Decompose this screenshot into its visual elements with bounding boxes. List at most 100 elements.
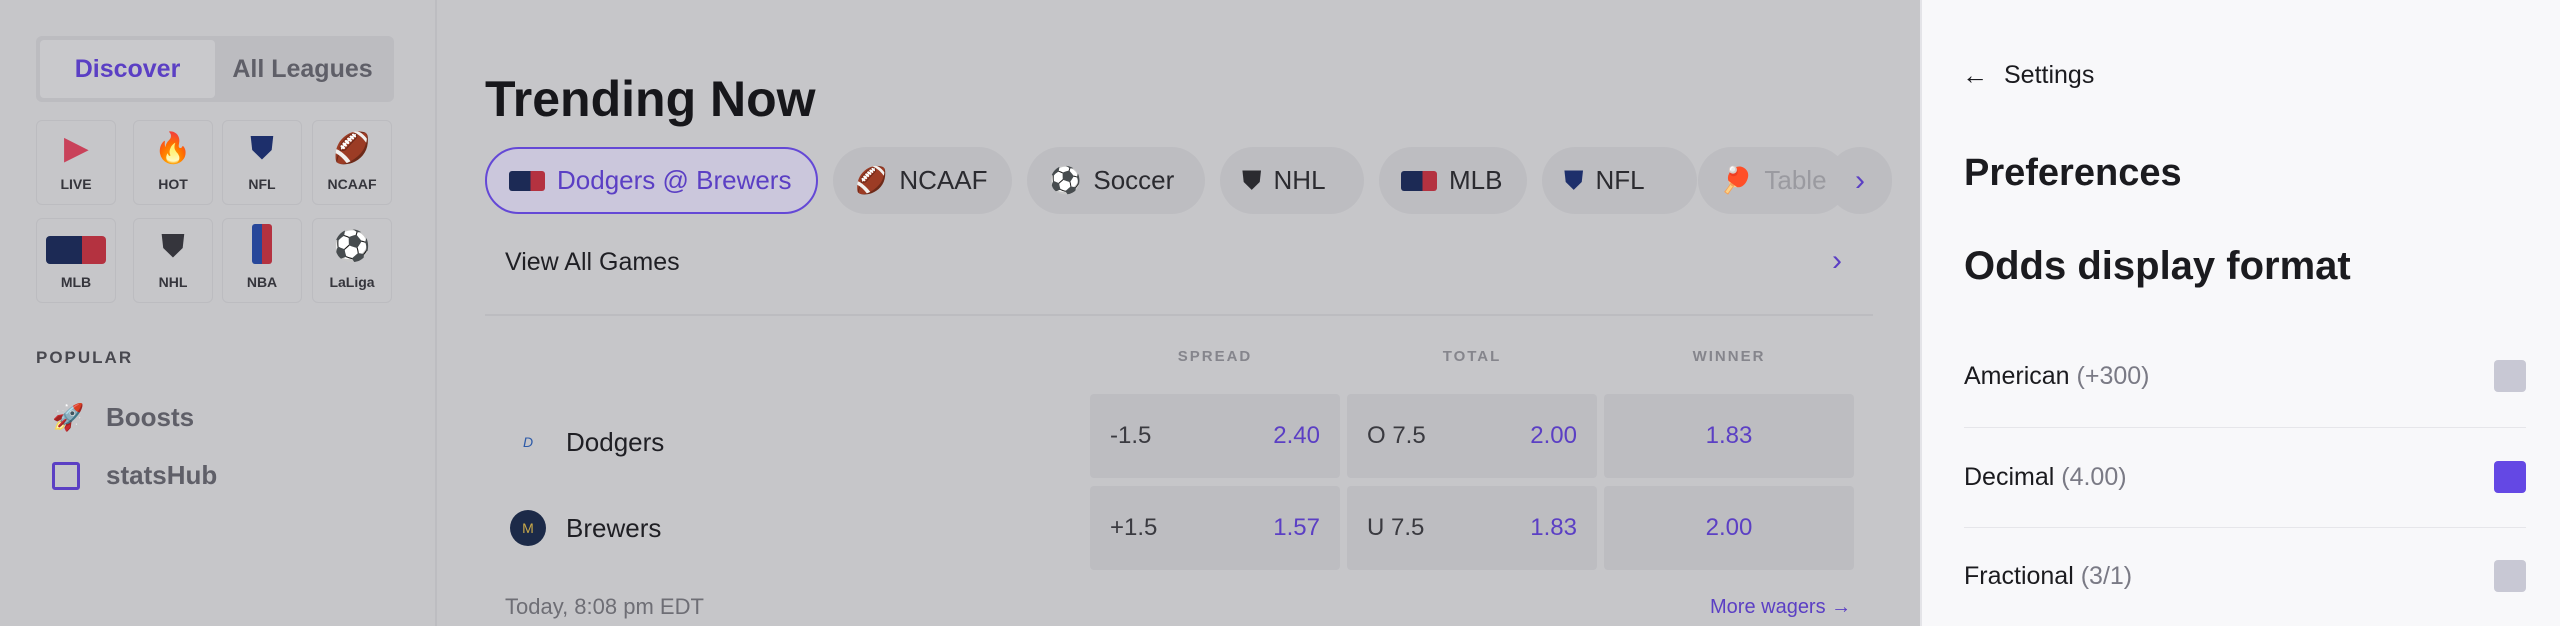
- brewers-logo-icon: M: [510, 510, 546, 546]
- tile-ncaaf[interactable]: 🏈 NCAAF: [312, 120, 392, 205]
- price: 1.83: [1705, 422, 1753, 449]
- nhl-logo-icon: ⛊: [161, 230, 185, 263]
- nfl-logo-icon: ⛊: [250, 132, 274, 165]
- soccer-ball-icon: ⚽: [1049, 165, 1082, 195]
- chevron-right-icon: ›: [1855, 163, 1865, 197]
- football-icon: 🏈: [855, 165, 888, 195]
- tab-all-leagues[interactable]: All Leagues: [232, 54, 373, 83]
- popular-heading: POPULAR: [36, 348, 134, 367]
- price: 2.00: [1530, 422, 1577, 449]
- line: -1.5: [1110, 422, 1152, 449]
- option-label: Decimal (4.00): [1964, 462, 2127, 491]
- odds-dodgers-spread[interactable]: -1.5 2.40: [1090, 394, 1340, 478]
- divider: [1964, 527, 2526, 528]
- odds-format-heading: Odds display format: [1964, 244, 2351, 288]
- chip-nhl[interactable]: ⛊ NHL: [1220, 147, 1364, 214]
- tile-nfl[interactable]: ⛊ NFL: [222, 120, 302, 205]
- american-checkbox[interactable]: [2494, 360, 2526, 392]
- football-icon: 🏈: [333, 132, 371, 165]
- team-name: Dodgers: [566, 426, 665, 457]
- tab-discover[interactable]: Discover: [40, 40, 215, 98]
- chip-label: Dodgers @ Brewers: [557, 165, 792, 195]
- divider: [485, 314, 1873, 316]
- fractional-checkbox[interactable]: [2494, 560, 2526, 592]
- price: 1.83: [1530, 514, 1577, 541]
- option-label: American (+300): [1964, 361, 2150, 390]
- page-title: Trending Now: [485, 71, 816, 127]
- sidebar-item-label: statsHub: [106, 460, 218, 490]
- tile-nba[interactable]: NBA: [222, 218, 302, 303]
- price: 1.57: [1273, 514, 1320, 541]
- chip-ncaaf[interactable]: 🏈 NCAAF: [833, 147, 1012, 214]
- sidebar-tab-toggle: Discover All Leagues: [36, 36, 394, 102]
- sidebar: Discover All Leagues ▶ LIVE 🔥 HOT ⛊ NFL 🏈 NC…: [0, 0, 437, 626]
- decimal-checkbox[interactable]: [2494, 461, 2526, 493]
- option-fractional[interactable]: Fractional (3/1): [1964, 560, 2526, 592]
- soccer-ball-icon: ⚽: [333, 230, 371, 263]
- tile-live[interactable]: ▶ LIVE: [36, 120, 116, 205]
- option-label: Fractional (3/1): [1964, 561, 2133, 590]
- chips-scroll-right-button[interactable]: ›: [1828, 147, 1892, 214]
- game-time: Today, 8:08 pm EDT: [505, 594, 704, 619]
- odds-dodgers-total[interactable]: O 7.5 2.00: [1347, 394, 1597, 478]
- mlb-logo-icon: [509, 170, 545, 191]
- tile-label: NFL: [248, 176, 276, 192]
- chip-soccer[interactable]: ⚽ Soccer: [1027, 147, 1205, 214]
- tile-label: NCAAF: [327, 176, 377, 192]
- view-all-games-link[interactable]: View All Games: [505, 248, 680, 276]
- option-american[interactable]: American (+300): [1964, 360, 2526, 392]
- preferences-heading: Preferences: [1964, 152, 2182, 194]
- tile-laliga[interactable]: ⚽ LaLiga: [312, 218, 392, 303]
- bar-chart-icon: [52, 461, 80, 490]
- chip-label: Soccer: [1093, 165, 1175, 195]
- chip-label: Table: [1764, 165, 1827, 195]
- chevron-right-icon[interactable]: ›: [1832, 244, 1842, 277]
- chip-label: NCAAF: [899, 165, 988, 195]
- table-tennis-icon: 🏓: [1720, 165, 1753, 195]
- tile-hot[interactable]: 🔥 HOT: [133, 120, 213, 205]
- mlb-logo-icon: [1401, 170, 1437, 191]
- divider: [1964, 427, 2526, 428]
- sidebar-item-boosts[interactable]: 🚀 Boosts: [52, 402, 194, 433]
- fire-icon: 🔥: [154, 132, 192, 165]
- tile-mlb[interactable]: MLB: [36, 218, 116, 303]
- chip-label: NHL: [1273, 165, 1326, 195]
- chip-label: NFL: [1595, 165, 1645, 195]
- team-name: Brewers: [566, 512, 662, 543]
- tile-label: NBA: [246, 274, 278, 290]
- tile-nhl[interactable]: ⛊ NHL: [133, 218, 213, 303]
- chip-dodgers-brewers[interactable]: Dodgers @ Brewers: [485, 147, 818, 214]
- settings-back-button[interactable]: ← Settings: [1962, 60, 2094, 91]
- tile-label: MLB: [60, 274, 92, 290]
- chip-label: MLB: [1449, 165, 1503, 195]
- back-label: Settings: [2004, 61, 2095, 89]
- chip-nfl[interactable]: ⛊ NFL: [1542, 147, 1697, 214]
- live-play-icon: ▶: [64, 132, 88, 165]
- nba-logo-icon: [252, 224, 272, 264]
- line: +1.5: [1110, 514, 1158, 541]
- option-decimal[interactable]: Decimal (4.00): [1964, 461, 2526, 493]
- header-total: TOTAL: [1442, 348, 1502, 365]
- tile-label: LaLiga: [329, 274, 375, 290]
- rocket-icon: 🚀: [52, 402, 85, 432]
- odds-dodgers-winner[interactable]: 1.83: [1604, 394, 1854, 478]
- tile-label: HOT: [158, 176, 188, 192]
- nhl-logo-icon: ⛊: [1242, 164, 1262, 195]
- more-wagers-link[interactable]: More wagers →: [1710, 596, 1852, 618]
- tile-label: NHL: [158, 274, 188, 290]
- line: O 7.5: [1367, 422, 1426, 449]
- mlb-logo-icon: [46, 236, 106, 264]
- chip-mlb[interactable]: MLB: [1379, 147, 1527, 214]
- team-dodgers: D Dodgers: [510, 424, 664, 460]
- header-spread: SPREAD: [1177, 348, 1253, 365]
- sidebar-item-statshub[interactable]: statsHub: [52, 460, 217, 491]
- arrow-left-icon: ←: [1962, 60, 1988, 90]
- header-winner: WINNER: [1692, 348, 1766, 365]
- odds-brewers-total[interactable]: U 7.5 1.83: [1347, 486, 1597, 570]
- chip-table-tennis[interactable]: 🏓 Table: [1698, 147, 1848, 214]
- tile-label: LIVE: [60, 176, 92, 192]
- odds-brewers-spread[interactable]: +1.5 1.57: [1090, 486, 1340, 570]
- sidebar-item-label: Boosts: [106, 402, 195, 432]
- price: 2.00: [1705, 514, 1753, 541]
- odds-brewers-winner[interactable]: 2.00: [1604, 486, 1854, 570]
